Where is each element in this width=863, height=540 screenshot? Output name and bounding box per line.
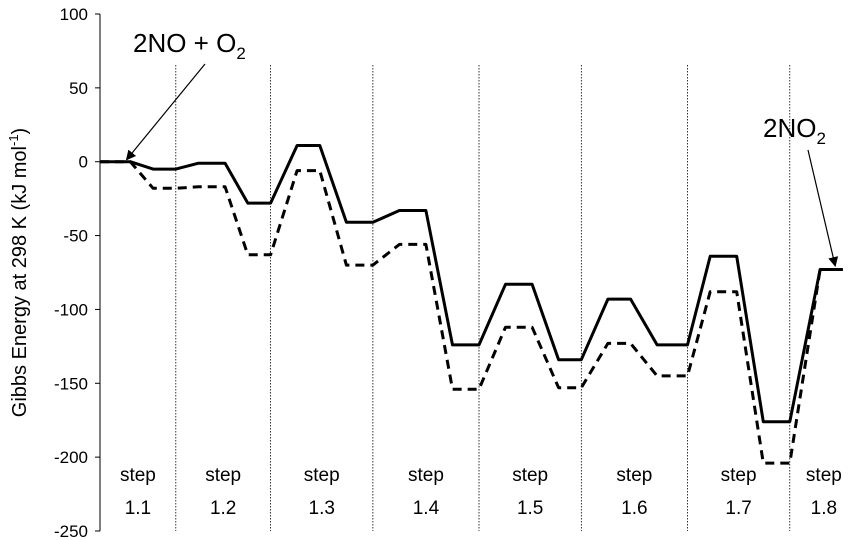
y-tick-label: -150 — [54, 374, 88, 393]
step-label-number: 1.5 — [517, 498, 543, 519]
annotation-arrow — [807, 149, 839, 268]
y-tick-label: -200 — [54, 448, 88, 467]
step-label-number: 1.2 — [210, 498, 236, 519]
step-label-number: 1.4 — [413, 498, 440, 519]
step-label-number: 1.3 — [309, 498, 335, 519]
step-label-word: step — [806, 465, 842, 486]
series-solid-line — [100, 144, 843, 424]
y-tick-label: 50 — [69, 79, 88, 98]
step-label-number: 1.7 — [725, 498, 751, 519]
series-dashed-line — [100, 160, 843, 465]
step-label-number: 1.6 — [621, 498, 647, 519]
step-label-word: step — [120, 465, 156, 486]
series-lines — [100, 144, 843, 465]
step-label-number: 1.8 — [811, 498, 837, 519]
annotation-arrow — [125, 63, 206, 161]
y-tick-label: -50 — [63, 227, 88, 246]
step-dividers — [175, 65, 791, 531]
step-labels: step 1.1 step 1.2 step 1.3 step 1.4 step 1.5 step 1… — [120, 465, 842, 519]
y-tick-label: -100 — [54, 300, 88, 319]
step-label-word: step — [304, 465, 340, 486]
y-tick-label: 0 — [79, 153, 88, 172]
annotation-label: 2NO + O2 — [133, 28, 246, 63]
y-tick-label: -250 — [54, 522, 88, 540]
annotations: 2NO + O2 2NO2 — [125, 28, 839, 268]
step-label-word: step — [408, 465, 444, 486]
step-label-number: 1.1 — [125, 498, 151, 519]
step-label-word: step — [512, 465, 548, 486]
step-label-word: step — [205, 465, 241, 486]
annotation-label: 2NO2 — [763, 113, 826, 148]
step-label-word: step — [721, 465, 757, 486]
step-label-word: step — [616, 465, 652, 486]
y-axis-label: Gibbs Energy at 298 K (kJ mol-1) — [6, 128, 31, 417]
y-axis: -250 -200 -150 -100 -50 0 50 100 — [54, 5, 101, 540]
y-tick-label: 100 — [60, 5, 88, 24]
